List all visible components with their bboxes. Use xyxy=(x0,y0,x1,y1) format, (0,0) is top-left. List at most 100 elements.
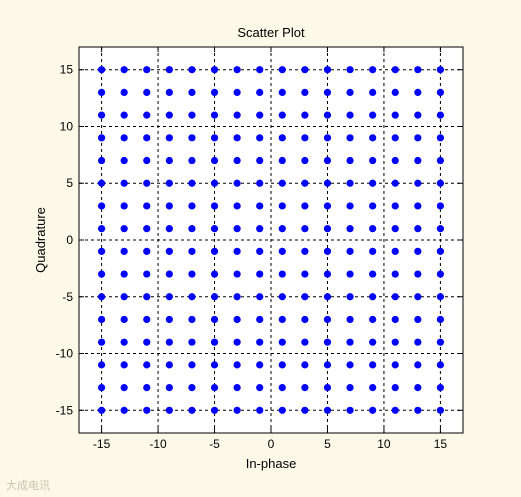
scatter-point xyxy=(188,293,196,301)
scatter-point xyxy=(346,406,354,414)
scatter-point xyxy=(165,247,173,255)
scatter-point xyxy=(188,111,196,119)
scatter-point xyxy=(233,270,241,278)
scatter-point xyxy=(414,88,422,97)
scatter-point xyxy=(414,361,422,369)
scatter-point xyxy=(323,156,332,165)
scatter-point xyxy=(301,361,309,369)
scatter-point xyxy=(278,315,286,324)
scatter-point xyxy=(391,406,399,414)
scatter-point xyxy=(369,134,377,142)
scatter-point xyxy=(369,111,377,119)
scatter-point xyxy=(391,247,399,255)
y-axis-label: Quadrature xyxy=(33,207,48,273)
y-tick-label: -15 xyxy=(56,403,74,417)
scatter-point xyxy=(233,202,241,210)
scatter-point xyxy=(143,293,151,301)
scatter-point xyxy=(97,293,106,301)
tick-marks xyxy=(79,47,463,433)
scatter-point xyxy=(97,361,106,369)
scatter-point xyxy=(233,338,241,346)
scatter-point xyxy=(323,66,332,74)
scatter-point xyxy=(278,361,286,369)
scatter-point xyxy=(210,315,219,324)
scatter-point xyxy=(391,202,399,210)
scatter-point xyxy=(346,270,354,278)
scatter-point xyxy=(97,202,106,210)
scatter-point xyxy=(414,66,422,74)
scatter-point xyxy=(369,66,377,74)
scatter-point xyxy=(369,361,377,369)
scatter-point xyxy=(97,247,106,255)
x-tick-labels: -15 -10 -5 0 5 10 15 xyxy=(93,437,447,451)
scatter-point xyxy=(210,66,219,74)
scatter-point xyxy=(414,225,422,233)
scatter-point xyxy=(301,406,309,414)
scatter-point xyxy=(436,88,445,97)
scatter-point xyxy=(233,225,241,233)
scatter-point xyxy=(233,383,241,392)
scatter-point xyxy=(278,88,286,97)
scatter-point xyxy=(120,293,128,301)
scatter-point xyxy=(97,406,106,414)
y-tick-label: 0 xyxy=(66,233,73,247)
scatter-point xyxy=(120,270,128,278)
scatter-point xyxy=(120,406,128,414)
scatter-point xyxy=(391,383,399,392)
scatter-point xyxy=(256,247,264,255)
x-tick-label: 0 xyxy=(268,437,275,451)
scatter-point xyxy=(436,179,445,187)
scatter-point xyxy=(346,293,354,301)
scatter-point xyxy=(346,247,354,255)
chart-title: Scatter Plot xyxy=(237,25,305,40)
x-tick-label: 5 xyxy=(324,437,331,451)
scatter-point xyxy=(120,111,128,119)
scatter-point xyxy=(301,111,309,119)
y-tick-label: -10 xyxy=(56,347,74,361)
scatter-point xyxy=(414,338,422,346)
scatter-point xyxy=(323,225,332,233)
scatter-point xyxy=(143,315,151,324)
scatter-point xyxy=(143,134,151,142)
scatter-point xyxy=(256,270,264,278)
scatter-point xyxy=(143,111,151,119)
scatter-point xyxy=(369,293,377,301)
scatter-point xyxy=(414,179,422,187)
x-tick-label: -15 xyxy=(93,437,111,451)
scatter-point xyxy=(165,202,173,210)
scatter-point xyxy=(436,293,445,301)
y-tick-labels: -15 -10 -5 0 5 10 15 xyxy=(56,63,74,418)
scatter-point xyxy=(346,156,354,165)
scatter-point xyxy=(97,225,106,233)
scatter-point xyxy=(369,156,377,165)
scatter-point xyxy=(369,338,377,346)
scatter-point xyxy=(436,338,445,346)
scatter-point xyxy=(414,247,422,255)
scatter-point xyxy=(346,179,354,187)
scatter-point xyxy=(233,293,241,301)
scatter-point xyxy=(436,361,445,369)
scatter-point xyxy=(143,88,151,97)
scatter-point xyxy=(278,66,286,74)
scatter-point xyxy=(391,270,399,278)
scatter-point xyxy=(97,270,106,278)
scatter-point xyxy=(188,202,196,210)
scatter-point xyxy=(391,179,399,187)
scatter-point xyxy=(346,66,354,74)
scatter-point xyxy=(143,179,151,187)
scatter-point xyxy=(210,293,219,301)
x-tick-label: 10 xyxy=(377,437,391,451)
scatter-point xyxy=(323,134,332,142)
scatter-point xyxy=(436,270,445,278)
scatter-point xyxy=(165,134,173,142)
y-tick-label: -5 xyxy=(62,290,73,304)
scatter-point xyxy=(278,293,286,301)
scatter-point xyxy=(210,361,219,369)
scatter-point xyxy=(165,293,173,301)
scatter-point xyxy=(165,270,173,278)
scatter-point xyxy=(210,156,219,165)
y-tick-label: 10 xyxy=(60,119,74,133)
scatter-point xyxy=(278,247,286,255)
scatter-point xyxy=(323,338,332,346)
